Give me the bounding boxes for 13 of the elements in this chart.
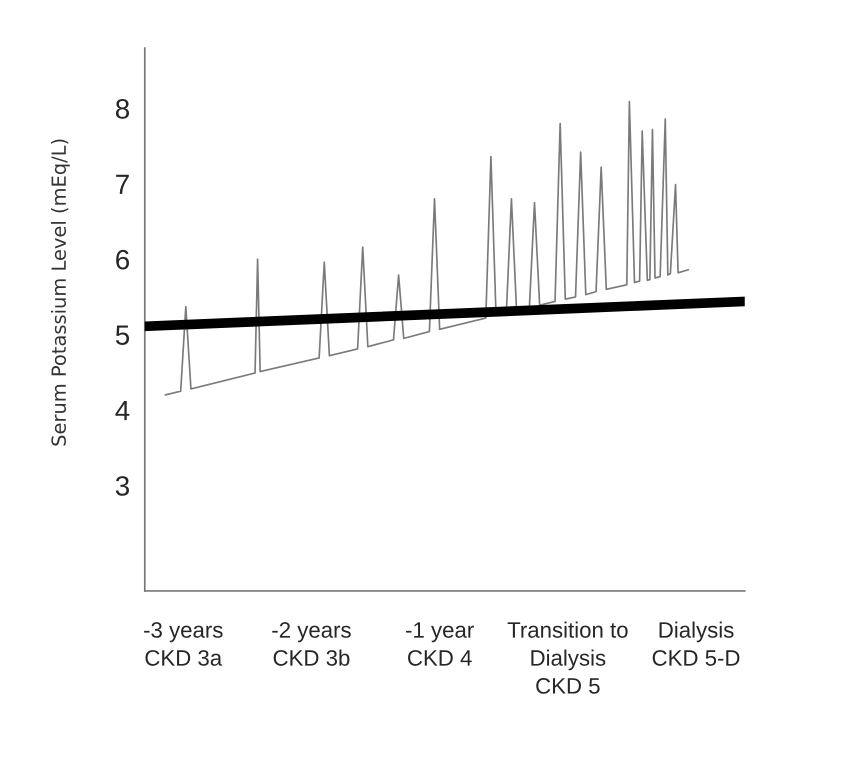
y-tick-label: 7	[116, 174, 129, 194]
y-tick-label: 5	[116, 326, 130, 345]
x-tick-label: Dialysis CKD 5-D	[652, 622, 740, 666]
y-axis-title: Serum Potassium Level (mEq/L)	[50, 140, 70, 446]
y-tick-label: 3	[116, 476, 129, 496]
x-tick-label: -2 years CKD 3b	[272, 622, 351, 666]
y-tick-label: 4	[115, 400, 130, 420]
x-tick-label: -1 year CKD 4	[406, 622, 474, 666]
y-tick-label: 8	[116, 99, 129, 119]
y-tick-label: 6	[116, 250, 129, 270]
x-tick-label: -3 years CKD 3a	[144, 622, 223, 666]
line-series	[164, 100, 690, 396]
x-tick-label: Transition to Dialysis CKD 5	[508, 622, 628, 694]
